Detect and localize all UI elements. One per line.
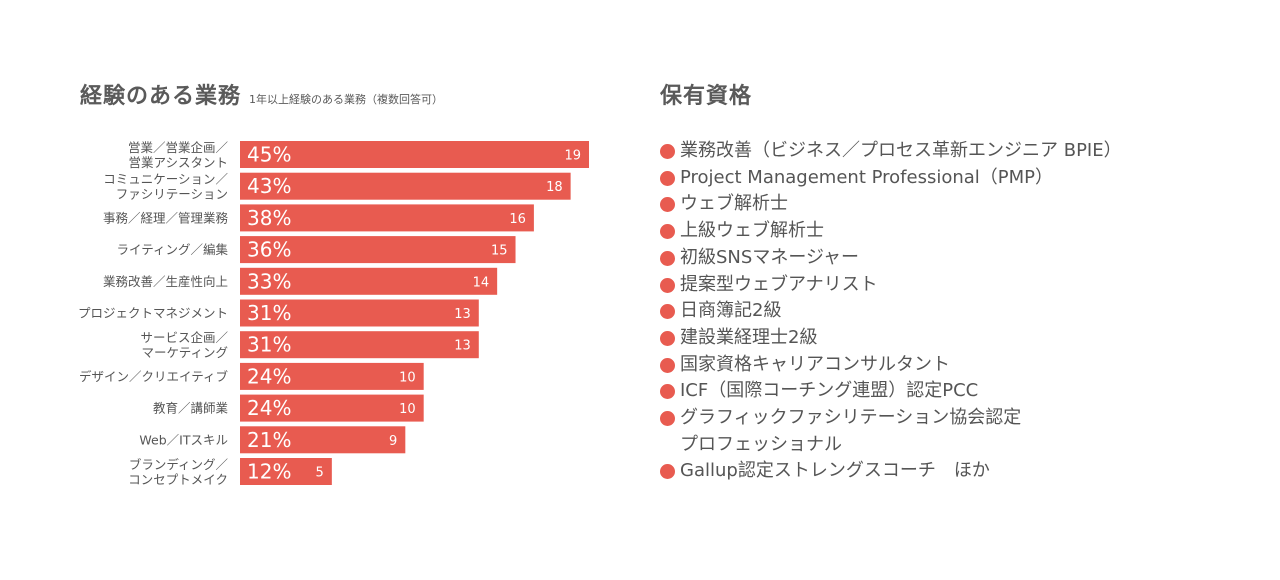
bar bbox=[240, 236, 516, 264]
bar bbox=[240, 141, 589, 168]
bar-count-label: 13 bbox=[454, 307, 471, 322]
bar-percent-label: 31% bbox=[247, 333, 291, 357]
bar-percent-label: 24% bbox=[247, 364, 291, 388]
bullet-dot-icon bbox=[660, 170, 675, 186]
category-label: プロジェクトマネジメント bbox=[78, 306, 228, 321]
qualification-text: 日商簿記2級 bbox=[680, 300, 782, 322]
qualification-text: Project Management Professional（PMP） bbox=[680, 166, 1054, 188]
bar-percent-label: 31% bbox=[247, 301, 291, 325]
bullet-dot-icon bbox=[660, 384, 675, 400]
bullet-dot-icon bbox=[660, 464, 675, 480]
bullet-dot-icon bbox=[660, 304, 675, 320]
category-label: 営業／営業企画／ bbox=[128, 140, 229, 155]
category-label: Web／ITスキル bbox=[139, 432, 228, 447]
qualification-text: ICF（国際コーチング連盟）認定PCC bbox=[680, 380, 979, 402]
bullet-dot-icon bbox=[660, 197, 675, 213]
qualification-item: 提案型ウェブアナリスト bbox=[660, 272, 1260, 299]
bar-count-label: 18 bbox=[546, 180, 563, 195]
bar-count-label: 9 bbox=[389, 434, 397, 449]
bar bbox=[240, 267, 498, 295]
bar-percent-label: 33% bbox=[247, 269, 291, 293]
qualification-item: 上級ウェブ解析士 bbox=[660, 218, 1260, 245]
bullet-dot-icon bbox=[660, 250, 675, 266]
qualification-text: 国家資格キャリアコンサルタント bbox=[680, 353, 950, 375]
bullet-dot-icon bbox=[660, 144, 675, 159]
bullet-dot-icon bbox=[660, 277, 675, 293]
bar-count-label: 16 bbox=[509, 212, 526, 227]
bullet-dot-icon bbox=[660, 224, 675, 240]
qualifications-list: 業務改善（ビジネス／プロセス革新エンジニア BPIE） Project Manag… bbox=[660, 138, 1260, 485]
bar bbox=[240, 426, 406, 454]
bar-count-label: 5 bbox=[316, 466, 324, 481]
bar-count-label: 15 bbox=[491, 244, 508, 259]
bar bbox=[240, 362, 424, 390]
bar-percent-label: 12% bbox=[247, 460, 291, 484]
chart-title-text: 経験のある業務 bbox=[80, 84, 242, 109]
work-experience-bar-chart: 45% 19 営業／営業企画／営業アシスタント 43% 18 コミュニケーション／ファシリ… bbox=[78, 140, 589, 487]
category-label: 事務／経理／管理業務 bbox=[103, 210, 229, 225]
qualification-item: ウェブ解析士 bbox=[660, 191, 1260, 218]
qualification-text: 建設業経理士2級 bbox=[680, 326, 818, 348]
bar-percent-label: 24% bbox=[247, 396, 291, 420]
category-label: デザイン／クリエイティブ bbox=[79, 369, 229, 384]
bar-count-label: 14 bbox=[473, 275, 490, 290]
category-label: 教育／講師業 bbox=[153, 401, 229, 416]
bar bbox=[240, 394, 424, 422]
qualification-item: 建設業経理士2級 bbox=[660, 325, 1260, 352]
qualification-item: 業務改善（ビジネス／プロセス革新エンジニア BPIE） bbox=[660, 138, 1260, 165]
qualification-text: グラフィックファシリテーション協会認定 bbox=[680, 407, 1022, 429]
qualification-text: Gallup認定ストレングスコーチ ほか bbox=[680, 460, 990, 482]
qualification-text: 初級SNSマネージャー bbox=[680, 246, 860, 268]
bar bbox=[240, 172, 571, 200]
category-label: コミュニケーション／ bbox=[103, 172, 228, 187]
category-label: サービス企画／ bbox=[140, 330, 228, 345]
category-label: 営業アシスタント bbox=[128, 155, 228, 170]
qualification-text: プロフェッショナル bbox=[680, 433, 842, 455]
qualification-item: グラフィックファシリテーション協会認定 プロフェッショナル bbox=[660, 405, 1260, 458]
qualification-item: Gallup認定ストレングスコーチ ほか bbox=[660, 458, 1260, 485]
qualification-text: 上級ウェブ解析士 bbox=[680, 220, 824, 242]
qualifications-title: 保有資格 bbox=[660, 84, 753, 109]
qualification-text: 提案型ウェブアナリスト bbox=[680, 273, 878, 295]
bar-percent-label: 36% bbox=[247, 238, 291, 262]
bar-count-label: 10 bbox=[399, 370, 416, 385]
bullet-dot-icon bbox=[660, 357, 675, 373]
bar-percent-label: 43% bbox=[247, 174, 291, 198]
chart-title: 経験のある業務 1年以上経験のある業務（複数回答可） bbox=[80, 78, 443, 110]
qualification-item: 日商簿記2級 bbox=[660, 298, 1260, 325]
qualification-text: ウェブ解析士 bbox=[680, 193, 788, 215]
chart-subtitle: 1年以上経験のある業務（複数回答可） bbox=[249, 93, 444, 106]
qualification-item: ICF（国際コーチング連盟）認定PCC bbox=[660, 378, 1260, 405]
bar bbox=[240, 299, 479, 327]
bar bbox=[240, 331, 479, 359]
qualification-text: 業務改善（ビジネス／プロセス革新エンジニア BPIE） bbox=[680, 140, 1122, 161]
bar-count-label: 19 bbox=[564, 149, 581, 164]
bullet-dot-icon bbox=[660, 411, 675, 427]
category-label: ファシリテーション bbox=[116, 187, 228, 202]
bar-percent-label: 38% bbox=[247, 206, 291, 230]
bullet-dot-icon bbox=[660, 330, 675, 346]
category-label: コンセプトメイク bbox=[128, 472, 228, 487]
qualification-item: 初級SNSマネージャー bbox=[660, 245, 1260, 272]
bar bbox=[240, 204, 534, 232]
category-label: ライティング／編集 bbox=[116, 242, 228, 257]
category-label: 業務改善／生産性向上 bbox=[103, 274, 228, 289]
bar-count-label: 10 bbox=[399, 402, 416, 417]
qualification-item: 国家資格キャリアコンサルタント bbox=[660, 352, 1260, 379]
category-label: ブランディング／ bbox=[129, 457, 229, 472]
bar bbox=[240, 458, 332, 485]
qualification-item: Project Management Professional（PMP） bbox=[660, 165, 1260, 192]
category-label: マーケティング bbox=[141, 345, 228, 360]
bar-percent-label: 21% bbox=[247, 428, 291, 452]
bar-percent-label: 45% bbox=[247, 143, 291, 167]
bar-count-label: 13 bbox=[454, 339, 471, 354]
